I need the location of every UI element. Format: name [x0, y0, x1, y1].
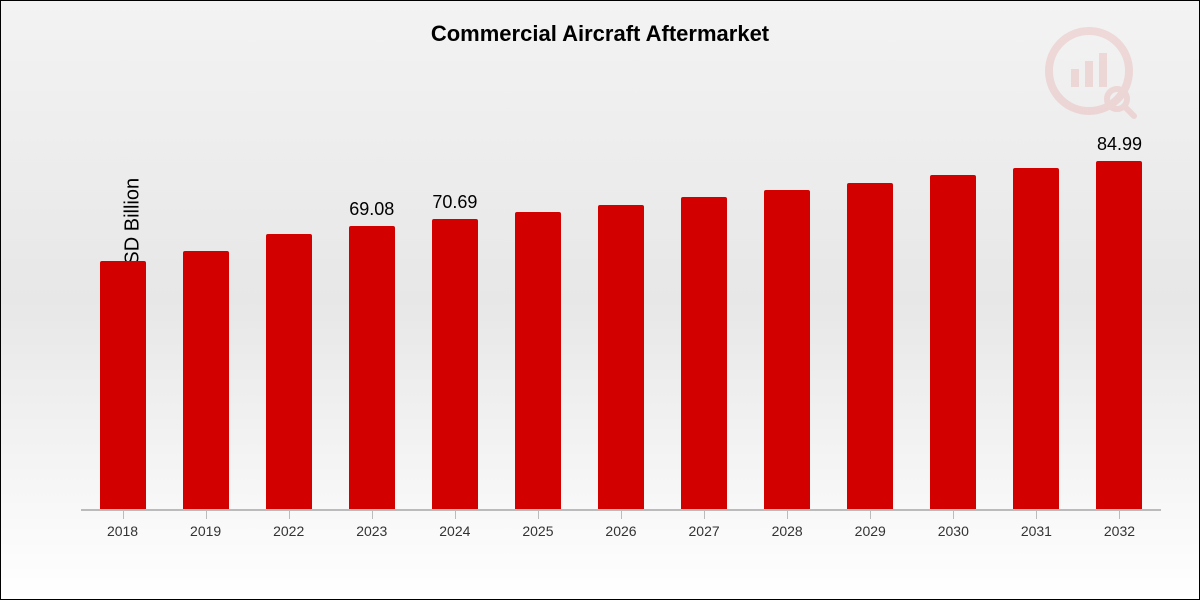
x-tick-label: 2025	[496, 511, 579, 539]
bar	[930, 175, 976, 509]
x-tick-label: 2023	[330, 511, 413, 539]
bar-slot	[746, 101, 829, 509]
chart-title: Commercial Aircraft Aftermarket	[1, 21, 1199, 47]
bar	[1013, 168, 1059, 509]
x-tick-label: 2022	[247, 511, 330, 539]
x-tick-label: 2029	[829, 511, 912, 539]
bar	[681, 197, 727, 509]
x-tick-label: 2019	[164, 511, 247, 539]
x-tick-label: 2024	[413, 511, 496, 539]
x-tick-label: 2031	[995, 511, 1078, 539]
bar-slot	[995, 101, 1078, 509]
x-tick-label: 2032	[1078, 511, 1161, 539]
x-tick-label: 2027	[663, 511, 746, 539]
x-tick-label: 2028	[746, 511, 829, 539]
bar-slot: 69.08	[330, 101, 413, 509]
bar-slot	[829, 101, 912, 509]
x-axis: 2018201920222023202420252026202720282029…	[81, 511, 1161, 539]
bar-slot	[164, 101, 247, 509]
bar	[266, 234, 312, 509]
bar	[349, 226, 395, 509]
bar-slot	[81, 101, 164, 509]
bar	[432, 219, 478, 509]
bar-value-label: 69.08	[349, 199, 394, 220]
bar	[515, 212, 561, 509]
bar	[1096, 161, 1142, 509]
bar	[183, 251, 229, 509]
bar	[100, 261, 146, 509]
x-tick-label: 2030	[912, 511, 995, 539]
bar-slot	[663, 101, 746, 509]
bar-value-label: 70.69	[432, 192, 477, 213]
x-tick-label: 2018	[81, 511, 164, 539]
bar-value-label: 84.99	[1097, 134, 1142, 155]
plot-area: 69.08 70.69 84.99	[81, 101, 1161, 511]
bars-row: 69.08 70.69 84.99	[81, 101, 1161, 509]
bar-slot: 70.69	[413, 101, 496, 509]
bar	[764, 190, 810, 509]
bar-slot	[496, 101, 579, 509]
bar	[598, 205, 644, 509]
bar-slot	[247, 101, 330, 509]
bar-slot	[579, 101, 662, 509]
bar	[847, 183, 893, 509]
bar-slot	[912, 101, 995, 509]
bar-slot: 84.99	[1078, 101, 1161, 509]
x-tick-label: 2026	[579, 511, 662, 539]
chart-container: Commercial Aircraft Aftermarket Market V…	[0, 0, 1200, 600]
